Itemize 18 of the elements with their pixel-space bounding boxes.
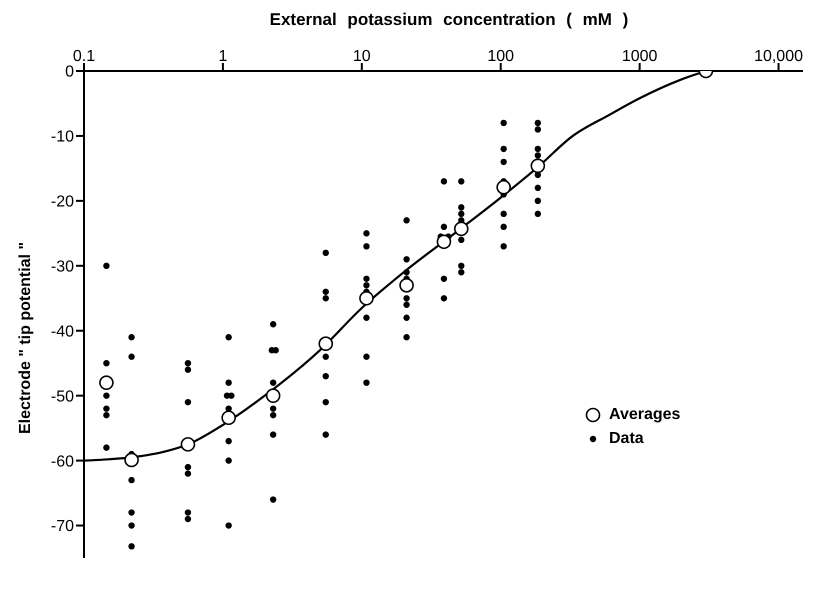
y-axis-title: Electrode " tip potential " xyxy=(17,242,35,434)
y-tick-label: 0 xyxy=(65,64,74,81)
x-tick-label: 10,000 xyxy=(754,48,804,65)
x-tick-label: 10 xyxy=(352,48,371,65)
y-tick-label: -70 xyxy=(50,518,74,536)
x-tick-label: 1 xyxy=(218,48,228,65)
y-tick-label: -60 xyxy=(50,453,74,470)
x-tick-label: 100 xyxy=(487,48,514,65)
y-tick-label: -20 xyxy=(50,194,74,211)
x-tick-label: 1000 xyxy=(622,48,658,65)
y-tick-label: -50 xyxy=(50,388,74,406)
legend-label: Averages xyxy=(609,406,680,424)
y-tick-label: -10 xyxy=(50,128,74,146)
x-axis-title: External potassium concentration ( mM ) xyxy=(268,10,630,30)
y-tick-label: -40 xyxy=(50,323,74,340)
y-tick-label: -30 xyxy=(50,258,74,276)
legend-label: Data xyxy=(609,430,644,448)
x-tick-label: 0.1 xyxy=(72,48,96,65)
